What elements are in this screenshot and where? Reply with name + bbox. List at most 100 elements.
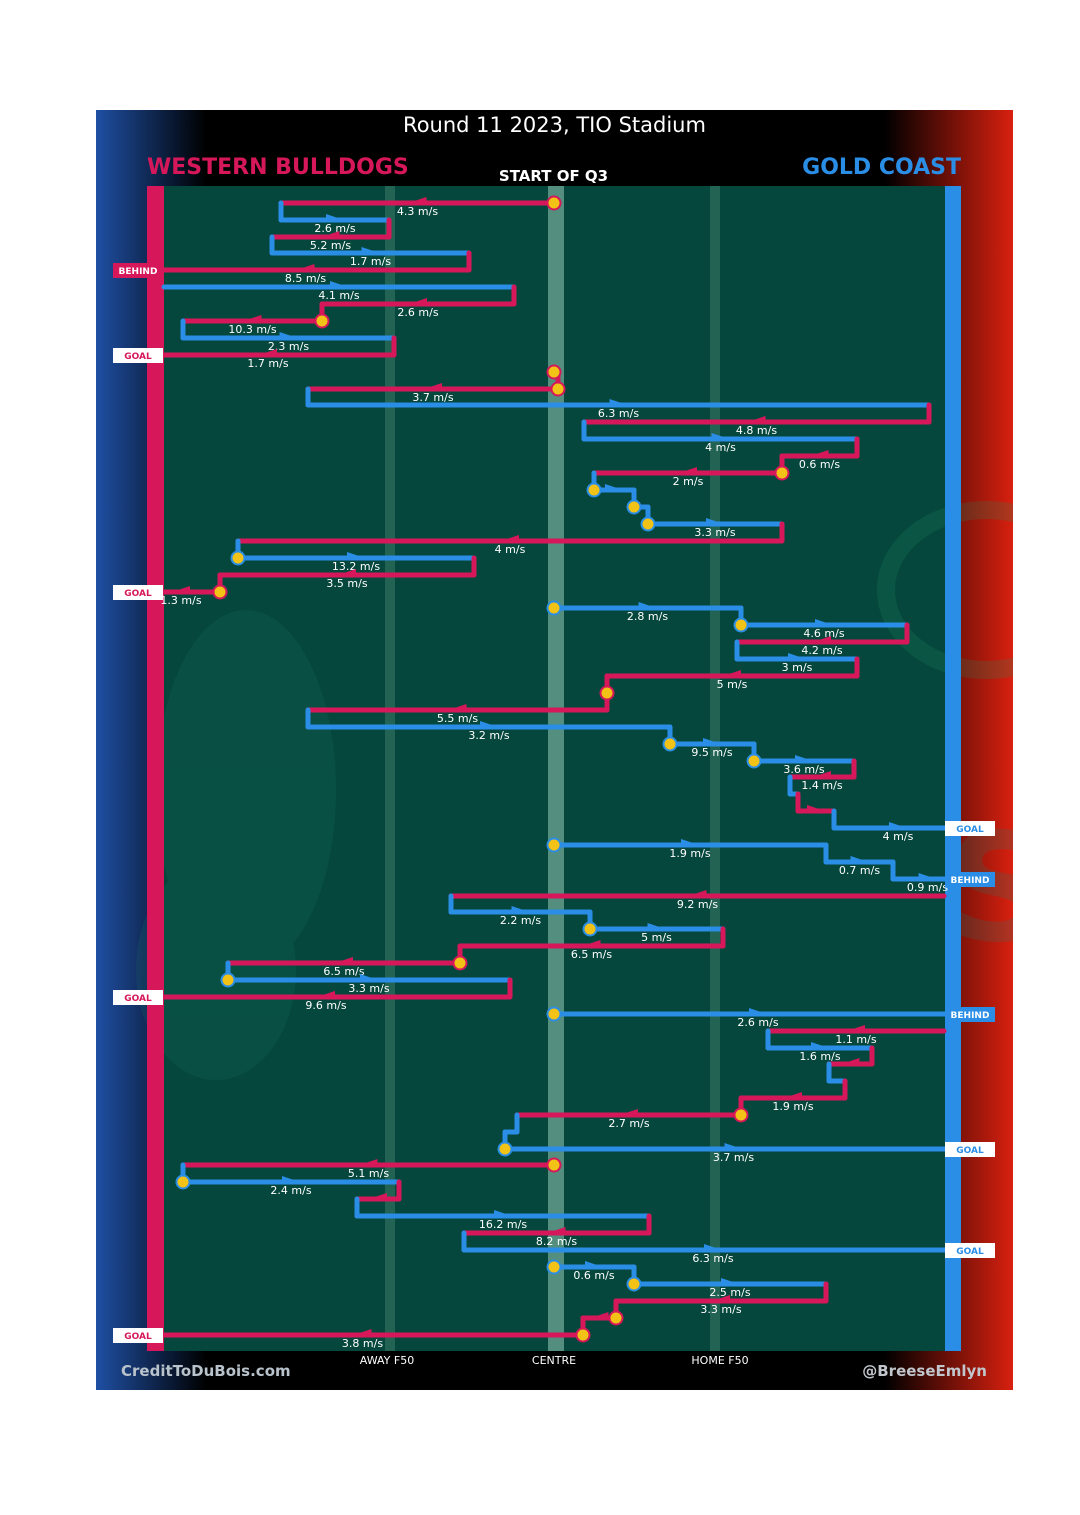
direction-arrow bbox=[605, 484, 623, 490]
possession-32: 3.2 m/s bbox=[305, 707, 673, 742]
direction-arrow bbox=[679, 467, 697, 473]
speed-label: 9.5 m/s bbox=[691, 746, 732, 759]
stoppage-marker bbox=[220, 972, 236, 988]
outcome-label: GOAL bbox=[124, 589, 152, 599]
possession-2: 2.6 m/s bbox=[278, 200, 392, 235]
direction-arrow bbox=[889, 822, 907, 828]
possession-48: 9.6 m/s GOAL bbox=[113, 977, 513, 1012]
speed-label: 8.5 m/s bbox=[285, 272, 326, 285]
possession-40: 0.7 m/s bbox=[823, 842, 896, 877]
possession-34: 3.6 m/s bbox=[751, 741, 857, 776]
possession-58: 5.1 m/s bbox=[180, 1159, 557, 1180]
possession-60 bbox=[354, 1179, 402, 1202]
direction-arrow bbox=[282, 1176, 300, 1182]
outcome-label: GOAL bbox=[124, 994, 152, 1004]
direction-arrow bbox=[448, 704, 467, 710]
possession-50: 1.1 m/s bbox=[765, 1025, 947, 1046]
possession-chain: 4.3 m/s 2.6 m/s 5.2 m/s 1.7 m/s 8.5 m/s BEHIN… bbox=[113, 195, 995, 1350]
direction-arrow bbox=[369, 1193, 387, 1199]
possession-54: 1.9 m/s bbox=[738, 1078, 848, 1113]
speed-label: 1.9 m/s bbox=[772, 1100, 813, 1113]
speed-label: 0.7 m/s bbox=[839, 864, 880, 877]
possession-43: 2.2 m/s bbox=[448, 893, 593, 927]
possession-6: 4.1 m/s bbox=[161, 281, 517, 302]
possession-5: 8.5 m/s BEHIND bbox=[113, 250, 472, 285]
direction-arrow bbox=[321, 231, 340, 237]
stoppage-marker bbox=[550, 381, 566, 397]
direction-arrow bbox=[638, 602, 657, 608]
axis-label-home-f50: HOME F50 bbox=[691, 1354, 749, 1367]
possession-13: 6.3 m/s bbox=[305, 386, 932, 420]
speed-label: 2.7 m/s bbox=[608, 1117, 649, 1130]
speed-label: 5 m/s bbox=[641, 931, 672, 944]
stoppage-marker bbox=[175, 1174, 191, 1190]
stoppage-marker bbox=[774, 465, 790, 481]
direction-arrow bbox=[850, 856, 869, 862]
direction-arrow bbox=[585, 1261, 603, 1267]
direction-arrow bbox=[721, 1278, 739, 1284]
speed-label: 9.6 m/s bbox=[305, 999, 346, 1012]
possession-22: 13.2 m/s bbox=[235, 538, 477, 573]
stoppage-marker bbox=[582, 921, 598, 937]
direction-arrow bbox=[360, 974, 378, 980]
speed-label: 3.5 m/s bbox=[326, 577, 367, 590]
direction-arrow bbox=[609, 399, 628, 405]
possession-31: 5.5 m/s bbox=[305, 690, 610, 725]
speed-label: 2.8 m/s bbox=[627, 610, 668, 623]
stoppage-marker bbox=[733, 617, 749, 633]
direction-arrow bbox=[703, 738, 721, 744]
speed-label: 16.2 m/s bbox=[479, 1218, 527, 1231]
speed-label: 3.7 m/s bbox=[412, 391, 453, 404]
stoppage-marker bbox=[599, 685, 615, 701]
centre-line bbox=[548, 186, 564, 1351]
possession-46: 6.5 m/s bbox=[225, 943, 463, 978]
possession-1: 4.3 m/s bbox=[278, 197, 557, 218]
direction-arrow bbox=[647, 923, 666, 929]
possession-41: 0.9 m/s BEHIND bbox=[890, 859, 995, 894]
stoppage-marker bbox=[546, 837, 562, 853]
possession-33: 9.5 m/s bbox=[667, 724, 757, 759]
direction-arrow bbox=[815, 619, 833, 625]
stoppage-marker bbox=[746, 753, 762, 769]
direction-arrow bbox=[711, 433, 730, 439]
possession-51: 1.6 m/s bbox=[765, 1028, 875, 1063]
speed-label: 1.9 m/s bbox=[669, 847, 710, 860]
stoppage-marker bbox=[662, 736, 678, 752]
direction-arrow bbox=[807, 805, 825, 811]
stoppage-marker bbox=[546, 1259, 562, 1275]
direction-arrow bbox=[359, 1159, 378, 1165]
direction-arrow bbox=[582, 940, 601, 946]
outcome-badge bbox=[945, 1007, 995, 1022]
possession-12: 3.7 m/s bbox=[305, 369, 561, 404]
direction-arrow bbox=[335, 957, 353, 963]
speed-label: 6.3 m/s bbox=[598, 407, 639, 420]
outcome-label: GOAL bbox=[956, 825, 984, 835]
quarter-label: START OF Q3 bbox=[498, 167, 609, 185]
speed-label: 1.1 m/s bbox=[835, 1033, 876, 1046]
credit-left: CreditToDuBois.com bbox=[121, 1362, 291, 1380]
speed-label: 1.4 m/s bbox=[801, 779, 842, 792]
direction-arrow bbox=[590, 1312, 609, 1318]
speed-label: 8.2 m/s bbox=[536, 1235, 577, 1248]
outcome-label: BEHIND bbox=[951, 876, 990, 886]
speed-label: 5.2 m/s bbox=[310, 239, 351, 252]
outcome-label: GOAL bbox=[124, 1332, 152, 1342]
outcome-badge bbox=[945, 872, 995, 887]
speed-label: 2.6 m/s bbox=[737, 1016, 778, 1029]
speed-label: 3.6 m/s bbox=[783, 763, 824, 776]
speed-label: 13.2 m/s bbox=[332, 560, 380, 573]
speed-label: 6.5 m/s bbox=[571, 948, 612, 961]
chart-poster: SU 4.3 m/s 2.6 m/s 5.2 m/s 1.7 m/s 8.5 m/s BE… bbox=[96, 110, 1013, 1390]
direction-arrow bbox=[712, 1295, 730, 1301]
direction-arrow bbox=[795, 755, 813, 761]
stoppage-marker bbox=[212, 584, 228, 600]
possession-39: 1.9 m/s bbox=[551, 839, 829, 860]
possession-42: 9.2 m/s bbox=[448, 890, 947, 911]
speed-label: 3.2 m/s bbox=[468, 729, 509, 742]
speed-label: 4 m/s bbox=[883, 830, 914, 843]
possession-20: 3.3 m/s bbox=[645, 504, 785, 539]
possession-62: 8.2 m/s bbox=[461, 1213, 652, 1248]
home-team-name: WESTERN BULLDOGS bbox=[147, 155, 409, 180]
outcome-label: BEHIND bbox=[119, 267, 158, 277]
speed-label: 1.7 m/s bbox=[247, 357, 288, 370]
